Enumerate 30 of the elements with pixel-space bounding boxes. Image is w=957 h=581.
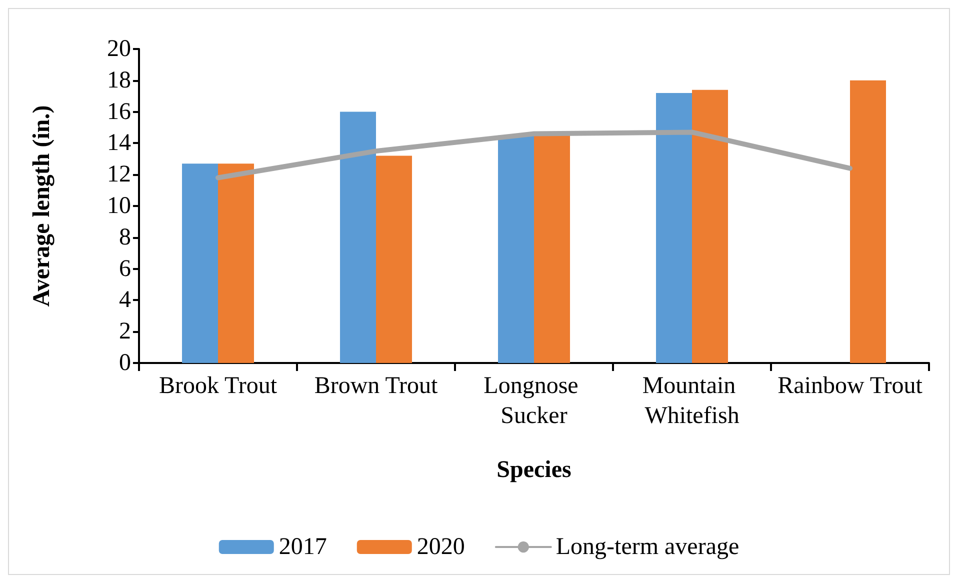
x-tick-label: Brown Trout (314, 373, 438, 399)
legend-label: 2017 (278, 534, 327, 560)
y-tick-label: 16 (107, 98, 131, 125)
y-tick-label: 18 (107, 67, 131, 94)
y-axis-title: Average length (in.) (29, 105, 55, 307)
bar (692, 90, 728, 363)
x-tick-label: Rainbow Trout (778, 373, 923, 399)
bar (498, 135, 534, 363)
y-tick-label: 14 (107, 130, 131, 156)
legend-label: 2020 (416, 534, 465, 560)
y-tick-label: 0 (119, 350, 131, 376)
bar (534, 135, 570, 363)
legend-label: Long-term average (556, 534, 740, 560)
x-tick-label: Mountain Whitefish (642, 373, 742, 429)
y-tick-label: 8 (119, 224, 131, 250)
x-axis-title: Species (496, 457, 572, 483)
y-tick-label: 4 (119, 287, 131, 314)
bar (182, 164, 218, 363)
x-tick-label: Brook Trout (158, 373, 278, 399)
bar (656, 92, 692, 363)
y-tick-label: 20 (107, 36, 131, 62)
y-tick-label: 10 (107, 193, 131, 219)
y-tick-label: 6 (119, 256, 131, 282)
bar (218, 164, 254, 363)
y-tick-label: 2 (119, 318, 131, 345)
bar (376, 156, 412, 363)
y-tick-label: 12 (107, 162, 131, 188)
x-tick-label: Longnose Sucker (484, 373, 584, 429)
bar (340, 112, 376, 363)
bar (850, 80, 886, 363)
